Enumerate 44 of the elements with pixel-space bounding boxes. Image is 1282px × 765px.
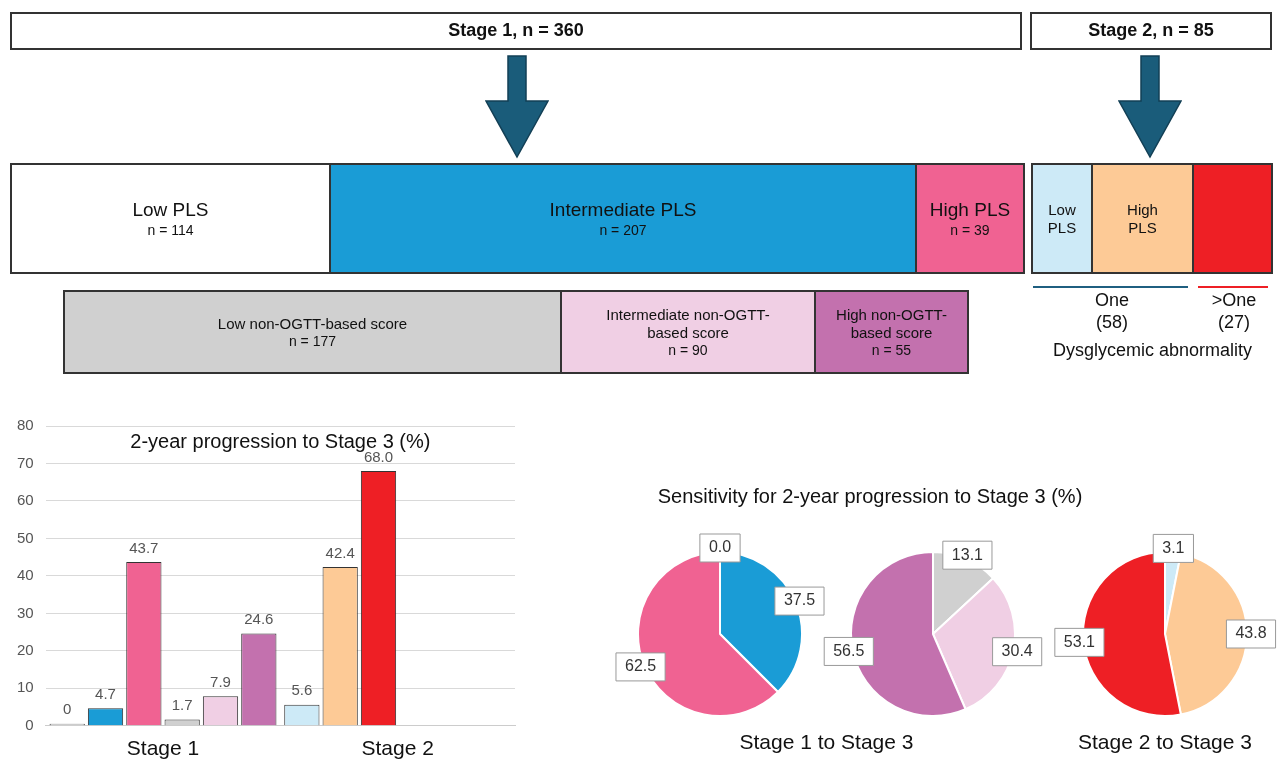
data-label: 13.1 <box>951 545 984 563</box>
y-tick-label: 10 <box>17 678 34 696</box>
data-label: 1.7 <box>171 696 193 714</box>
text: Sensitivity for 2-year progression to Stage 3 (%) <box>656 485 1084 508</box>
data-label: 62.5 <box>624 657 657 675</box>
y-tick-label: 80 <box>17 416 34 434</box>
data-label: 3.1 <box>1162 538 1185 556</box>
y-tick-label: 0 <box>25 715 34 733</box>
data-label: 5.6 <box>291 681 313 699</box>
x-tick-label: Stage 2 <box>361 736 434 760</box>
data-label: 42.4 <box>325 543 355 561</box>
text: Stage 2 to Stage 3 <box>1077 730 1253 754</box>
text: Dysglycemic abnormality <box>1052 340 1253 362</box>
text: Low PLS n = 114 <box>132 198 209 239</box>
text: Stage 2, n = 85 <box>1088 20 1214 42</box>
data-label: 7.9 <box>210 672 231 690</box>
data-label: 43.7 <box>129 538 159 556</box>
data-label: 53.1 <box>1063 632 1096 650</box>
data-label: 43.8 <box>1235 624 1267 642</box>
text: Stage 1, n = 360 <box>448 20 584 42</box>
text: High PLS n = 39 <box>929 198 1011 239</box>
text: Stage 1 to Stage 3 <box>738 730 915 754</box>
data-label: 24.6 <box>244 610 274 628</box>
data-label: 0 <box>63 700 72 718</box>
data-label: 30.4 <box>1001 642 1033 660</box>
data-label: 37.5 <box>783 591 816 609</box>
text: High non-OGTT-based score n = 55 <box>835 305 948 359</box>
data-label: 56.5 <box>833 641 865 659</box>
text: Low PLS <box>1047 200 1077 237</box>
y-tick-label: 60 <box>17 491 34 509</box>
y-tick-label: 50 <box>17 528 34 546</box>
text: >One (27) <box>1211 290 1257 334</box>
y-tick-label: 70 <box>17 453 34 471</box>
text: Intermediate non-OGTT-based score n = 90 <box>605 305 771 359</box>
y-tick-label: 30 <box>17 603 34 621</box>
text: High PLS <box>1127 200 1158 237</box>
y-tick-label: 40 <box>17 566 34 584</box>
text: One (58) <box>1094 290 1130 334</box>
text: 0.0 <box>708 538 732 556</box>
text: Low non-OGTT-based score n = 177 <box>217 314 408 350</box>
text: Intermediate PLS n = 207 <box>549 198 697 239</box>
y-tick-label: 20 <box>17 640 34 658</box>
x-tick-label: Stage 1 <box>126 736 200 760</box>
data-label: 4.7 <box>95 684 116 702</box>
